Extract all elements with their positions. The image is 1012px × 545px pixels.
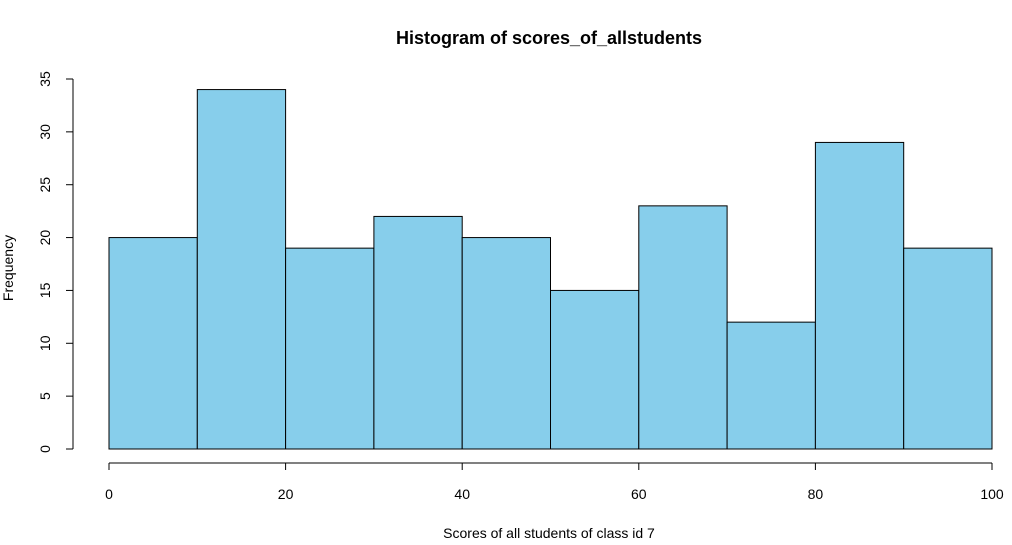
histogram-bar <box>196 89 287 450</box>
y-tick-label: 35 <box>37 71 53 87</box>
histogram-bar <box>638 205 728 450</box>
x-axis-label: Scores of all students of class id 7 <box>443 525 655 541</box>
y-axis-label: Frequency <box>0 235 16 301</box>
x-tick-label: 40 <box>454 486 470 502</box>
y-tick-label: 0 <box>37 445 53 453</box>
y-tick-label: 10 <box>37 335 53 351</box>
x-tick-label: 20 <box>278 486 294 502</box>
x-axis: 0 20 40 60 80 100 <box>105 462 1004 502</box>
histogram-bar <box>726 321 816 450</box>
y-axis: 0 5 10 15 20 25 30 35 <box>37 71 74 453</box>
histogram-bar <box>461 237 552 450</box>
histogram-bar <box>814 141 905 450</box>
histogram-bar <box>108 237 198 450</box>
histogram-bar <box>373 215 463 450</box>
bars-group <box>108 89 993 450</box>
x-tick-label: 100 <box>980 486 1004 502</box>
x-tick-label: 0 <box>105 486 113 502</box>
histogram-bar <box>550 289 640 450</box>
histogram-bar <box>903 247 993 450</box>
histogram-bar <box>285 247 375 450</box>
y-tick-label: 25 <box>37 177 53 193</box>
x-tick-label: 60 <box>631 486 647 502</box>
x-tick-label: 80 <box>808 486 824 502</box>
y-tick-label: 30 <box>37 124 53 140</box>
y-tick-label: 5 <box>37 392 53 400</box>
y-tick-label: 15 <box>37 282 53 298</box>
chart-title: Histogram of scores_of_allstudents <box>396 28 702 48</box>
y-tick-label: 20 <box>37 230 53 246</box>
